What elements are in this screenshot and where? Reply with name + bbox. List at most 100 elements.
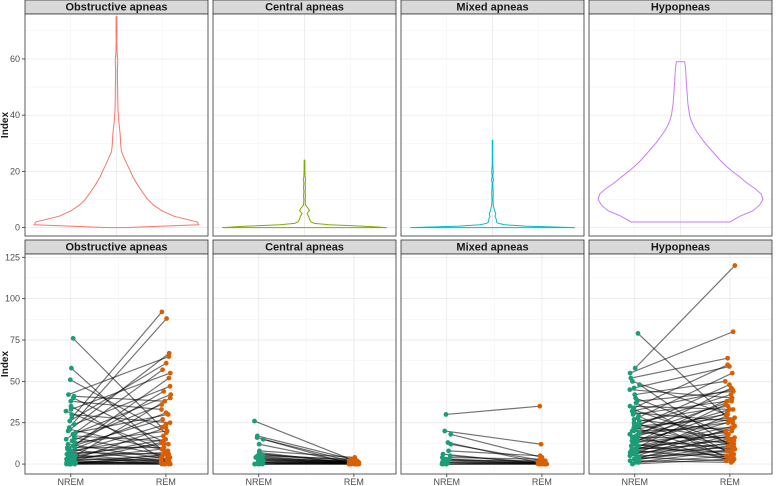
nrem-point	[253, 455, 259, 460]
rem-point	[346, 461, 352, 467]
paired-panel-4-x-tick-label-nrem: NREM	[622, 477, 649, 486]
rem-point	[728, 385, 734, 391]
nrem-point	[448, 441, 454, 447]
paired-panel-3-background	[401, 254, 584, 474]
rem-point	[538, 441, 544, 447]
nrem-point	[627, 370, 633, 376]
nrem-point	[260, 436, 266, 442]
violin-panel-1-border	[24, 13, 209, 237]
pair-line	[74, 385, 171, 425]
pair-line	[73, 377, 170, 447]
rem-point	[725, 433, 730, 439]
rem-point	[159, 309, 165, 315]
nrem-point	[63, 436, 69, 442]
nrem-point	[68, 461, 74, 467]
rem-point	[158, 460, 164, 465]
rem-point	[163, 425, 169, 431]
rem-point	[722, 378, 728, 384]
pair-line	[632, 412, 728, 445]
paired-y-tick-label: 25	[10, 418, 20, 428]
pair-line	[448, 450, 541, 457]
nrem-point	[443, 412, 449, 417]
paired-panel-1-x-tick-label-rem: REM	[156, 477, 176, 486]
pair-line	[72, 443, 164, 455]
violin-panel-3-border	[400, 13, 585, 237]
rem-point	[167, 461, 173, 467]
nrem-point	[630, 412, 636, 417]
pair-line	[631, 418, 730, 442]
pair-line	[262, 455, 352, 460]
rem-point	[536, 460, 542, 465]
nrem-point	[64, 461, 69, 467]
pair-line	[444, 430, 542, 445]
rem-point	[723, 402, 728, 407]
pair-line	[637, 441, 732, 459]
paired-y-tick-label: 50	[10, 376, 20, 386]
pair-line	[70, 379, 167, 434]
nrem-point	[630, 378, 635, 384]
rem-point	[159, 455, 164, 460]
paired-panel-2-background	[213, 254, 396, 474]
nrem-point	[627, 453, 633, 459]
rem-point	[163, 360, 169, 366]
pair-line	[263, 438, 350, 462]
rem-point	[166, 375, 172, 381]
violin-y-tick-label: 0	[15, 223, 20, 233]
rem-point	[163, 436, 169, 442]
nrem-point	[71, 421, 77, 427]
rem-point	[725, 355, 731, 361]
rem-point	[725, 362, 731, 368]
paired-panel-2-border	[212, 253, 397, 475]
rem-point	[731, 446, 737, 452]
pair-line	[71, 403, 162, 442]
pair-line	[632, 438, 729, 455]
nrem-point	[67, 377, 73, 383]
pair-line	[638, 425, 735, 447]
rem-point	[724, 413, 729, 419]
rem-point	[728, 440, 734, 445]
rem-point	[163, 421, 169, 427]
rem-point	[724, 448, 730, 454]
pair-line	[631, 420, 733, 452]
violin-panel-1-title: Obstructive apneas	[65, 2, 167, 14]
violin-panel-4-border	[588, 13, 773, 237]
pair-line	[72, 394, 171, 435]
rem-point	[160, 367, 165, 373]
paired-panel-3-border	[400, 253, 585, 475]
rem-point	[166, 451, 172, 457]
pair-line	[638, 422, 729, 435]
violin-panel-2-title: Central apneas	[265, 2, 344, 14]
nrem-point	[632, 365, 638, 371]
pair-line	[633, 365, 730, 389]
pair-line	[67, 390, 165, 450]
rem-point	[729, 370, 735, 376]
pair-line	[69, 412, 167, 452]
nrem-point	[72, 445, 78, 450]
rem-point	[167, 395, 173, 401]
paired-panel-3-marks	[439, 403, 550, 467]
pair-line	[636, 403, 726, 449]
nrem-point	[252, 418, 257, 424]
pair-line	[629, 445, 729, 462]
paired-y-axis-title: Index	[0, 351, 11, 378]
rem-point	[732, 263, 738, 268]
paired-y-tick-label: 75	[10, 335, 20, 345]
nrem-point	[256, 441, 262, 447]
rem-point	[160, 433, 166, 439]
pair-line	[632, 389, 733, 412]
nrem-point	[68, 407, 74, 412]
violin-y-tick-label: 20	[10, 166, 20, 176]
pair-line	[67, 352, 170, 432]
nrem-point	[68, 403, 74, 409]
nrem-point	[627, 403, 633, 409]
nrem-point	[68, 365, 74, 371]
pair-line	[450, 433, 543, 459]
rem-point	[730, 407, 736, 412]
pair-line	[74, 427, 167, 460]
pair-line	[636, 427, 734, 457]
rem-point	[729, 395, 735, 401]
rem-point	[159, 402, 165, 407]
violin-panel-1-violin	[33, 16, 200, 229]
paired-panel-2-title: Central apneas	[265, 242, 344, 254]
